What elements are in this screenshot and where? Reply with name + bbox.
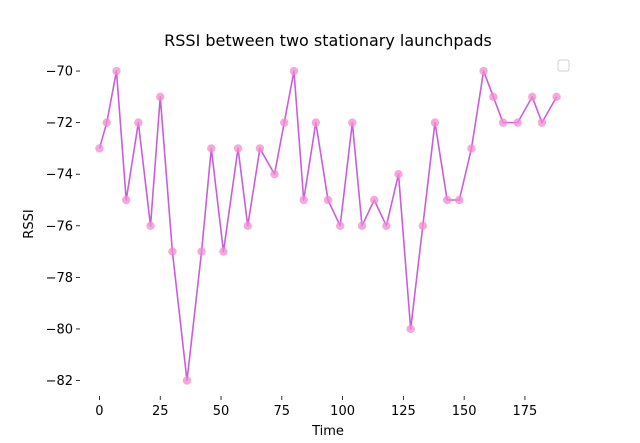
x-tick-label: 75 [274, 404, 291, 419]
data-point [299, 195, 308, 205]
data-point [95, 144, 104, 153]
x-tick-label: 150 [452, 404, 477, 419]
data-point [243, 221, 252, 230]
data-point [233, 144, 243, 153]
legend-box [557, 59, 570, 72]
data-point [394, 170, 403, 179]
data-point [121, 195, 131, 205]
data-point [348, 118, 357, 127]
data-point [102, 118, 111, 127]
data-point [156, 92, 165, 102]
data-point [311, 118, 321, 127]
data-point [467, 144, 476, 153]
chart-title: RSSI between two stationary launchpads [164, 31, 492, 50]
data-point [418, 221, 428, 230]
data-point [552, 92, 561, 102]
data-point [369, 195, 379, 205]
data-point [537, 118, 547, 127]
data-point [479, 66, 488, 76]
data-point [335, 221, 345, 230]
data-point [406, 324, 415, 334]
data-point [455, 195, 464, 205]
data-point [442, 195, 452, 205]
y-tick-label: −70 [46, 65, 73, 80]
data-point [289, 66, 299, 76]
y-tick-label: −76 [46, 219, 73, 234]
data-point [489, 92, 498, 102]
y-tick-label: −80 [46, 322, 73, 337]
data-point [323, 195, 333, 205]
data-point [168, 247, 177, 256]
y-tick-label: −78 [46, 271, 73, 286]
data-point [382, 221, 391, 230]
x-tick-label: 175 [513, 404, 538, 419]
data-point [197, 247, 206, 256]
data-point [528, 92, 537, 102]
data-point [513, 118, 522, 127]
data-point [357, 221, 367, 230]
data-point [430, 118, 440, 127]
data-point [207, 144, 216, 153]
data-point [182, 376, 192, 385]
data-point [112, 66, 121, 76]
data-point [270, 170, 279, 179]
y-tick-label: −82 [46, 374, 73, 389]
data-point [280, 118, 289, 127]
rssi-series-line [98, 70, 558, 382]
data-point [146, 221, 155, 230]
y-tick-label: −72 [46, 116, 73, 131]
x-tick-label: 50 [213, 404, 230, 419]
x-axis-label: Time [311, 424, 344, 439]
data-point [255, 144, 265, 153]
plot-area [95, 66, 561, 385]
y-tick-label: −74 [46, 168, 73, 183]
y-axis-label: RSSI [22, 209, 37, 238]
data-point [498, 118, 508, 127]
x-tick-label: 125 [391, 404, 416, 419]
x-tick-label: 25 [152, 404, 169, 419]
x-axis-ticks: 0 25 50 75 100 125 150 175 [95, 396, 537, 419]
data-point [219, 247, 228, 256]
y-axis-ticks: −70 −72 −74 −76 −78 −80 −82 [46, 65, 80, 389]
x-tick-label: 100 [330, 404, 355, 419]
data-point [134, 118, 143, 127]
x-tick-label: 0 [95, 404, 103, 419]
